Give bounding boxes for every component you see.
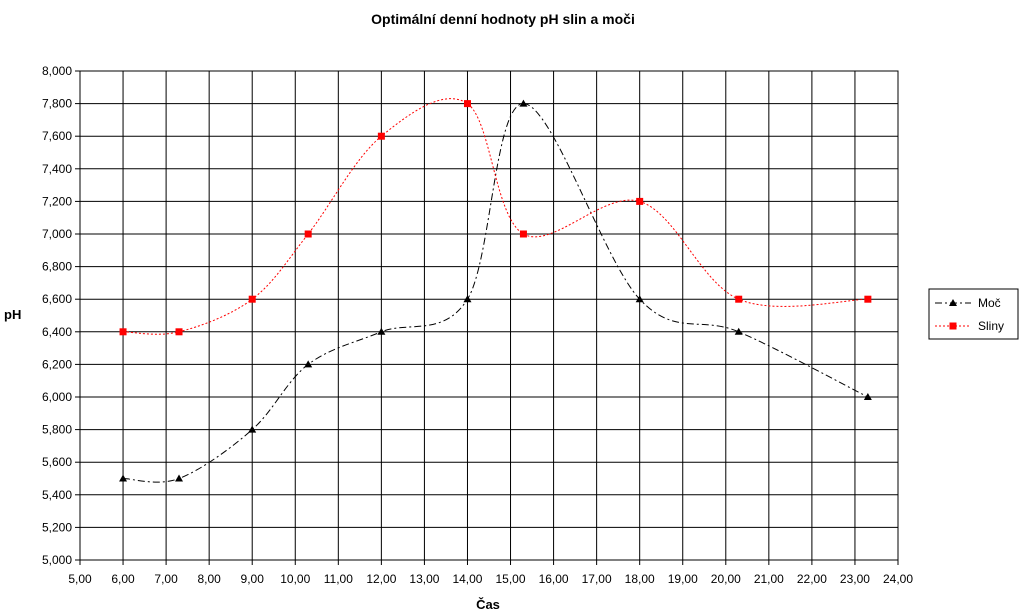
x-tick-label: 13,00: [409, 572, 439, 586]
legend: Moč Sliny: [928, 288, 1019, 340]
series-line: [123, 98, 868, 335]
data-point: [304, 360, 313, 368]
data-point: [248, 295, 256, 303]
data-point: [248, 425, 257, 433]
x-tick-label: 8,00: [197, 572, 221, 586]
grid: [79, 70, 899, 561]
y-tick-label: 6,400: [42, 325, 72, 339]
y-tick-label: 7,400: [42, 162, 72, 176]
data-point: [636, 197, 644, 205]
x-tick-label: 7,00: [154, 572, 178, 586]
x-tick-label: 6,00: [111, 572, 135, 586]
x-tick-label: 21,00: [754, 572, 784, 586]
legend-marker: [949, 299, 957, 306]
y-axis-title: pH: [4, 307, 21, 322]
data-point: [304, 230, 312, 238]
x-tick-label: 22,00: [797, 572, 827, 586]
x-tick-label: 17,00: [582, 572, 612, 586]
legend-label: Sliny: [978, 319, 1004, 333]
series-layer: [119, 98, 872, 483]
x-tick-label: 19,00: [668, 572, 698, 586]
y-tick-label: 5,600: [42, 455, 72, 469]
y-tick-label: 6,800: [42, 260, 72, 274]
data-point: [735, 295, 743, 303]
chart-title: Optimální denní hodnoty pH slin a moči: [371, 11, 635, 27]
x-tick-label: 14,00: [452, 572, 482, 586]
x-tick-label: 5,00: [68, 572, 92, 586]
legend-label: Moč: [978, 296, 1001, 310]
data-point: [519, 99, 528, 107]
y-tick-label: 5,200: [42, 520, 72, 534]
legend-box: [928, 288, 1019, 340]
y-tick-label: 7,200: [42, 194, 72, 208]
data-point: [463, 295, 472, 303]
legend-marker: [949, 322, 957, 330]
x-axis-title: Čas: [476, 597, 500, 612]
data-point: [175, 328, 183, 336]
x-tick-label: 18,00: [625, 572, 655, 586]
y-tick-label: 7,600: [42, 129, 72, 143]
series-line: [123, 103, 869, 483]
x-tick-label: 24,00: [883, 572, 913, 586]
x-tick-label: 15,00: [496, 572, 526, 586]
plot-area-border: [79, 70, 899, 561]
y-tick-label: 5,800: [42, 423, 72, 437]
y-tick-label: 6,600: [42, 292, 72, 306]
x-tick-label: 16,00: [539, 572, 569, 586]
x-tick-label: 10,00: [280, 572, 310, 586]
y-tick-label: 6,200: [42, 357, 72, 371]
x-tick-label: 12,00: [366, 572, 396, 586]
data-point: [863, 393, 872, 400]
data-point: [175, 474, 184, 482]
y-tick-label: 6,000: [42, 390, 72, 404]
data-point: [377, 327, 386, 335]
axes: 5,000 5,200 5,400 5,600 5,800 6,000 6,200 6,400…: [42, 64, 913, 586]
x-tick-label: 23,00: [840, 572, 870, 586]
data-point: [635, 295, 644, 303]
data-point: [377, 132, 385, 140]
data-point: [864, 295, 872, 303]
y-tick-label: 5,000: [42, 553, 72, 567]
data-point: [119, 328, 127, 336]
series-0: [119, 99, 872, 483]
data-point: [519, 230, 527, 238]
series-1: [119, 98, 872, 336]
data-point: [463, 100, 471, 108]
y-tick-label: 7,000: [42, 227, 72, 241]
data-point: [734, 327, 743, 335]
data-point: [119, 474, 128, 482]
y-tick-label: 8,000: [42, 64, 72, 78]
x-tick-label: 9,00: [241, 572, 265, 586]
y-tick-label: 5,400: [42, 488, 72, 502]
y-tick-label: 7,800: [42, 97, 72, 111]
x-tick-label: 20,00: [711, 572, 741, 586]
x-tick-label: 11,00: [324, 572, 353, 586]
